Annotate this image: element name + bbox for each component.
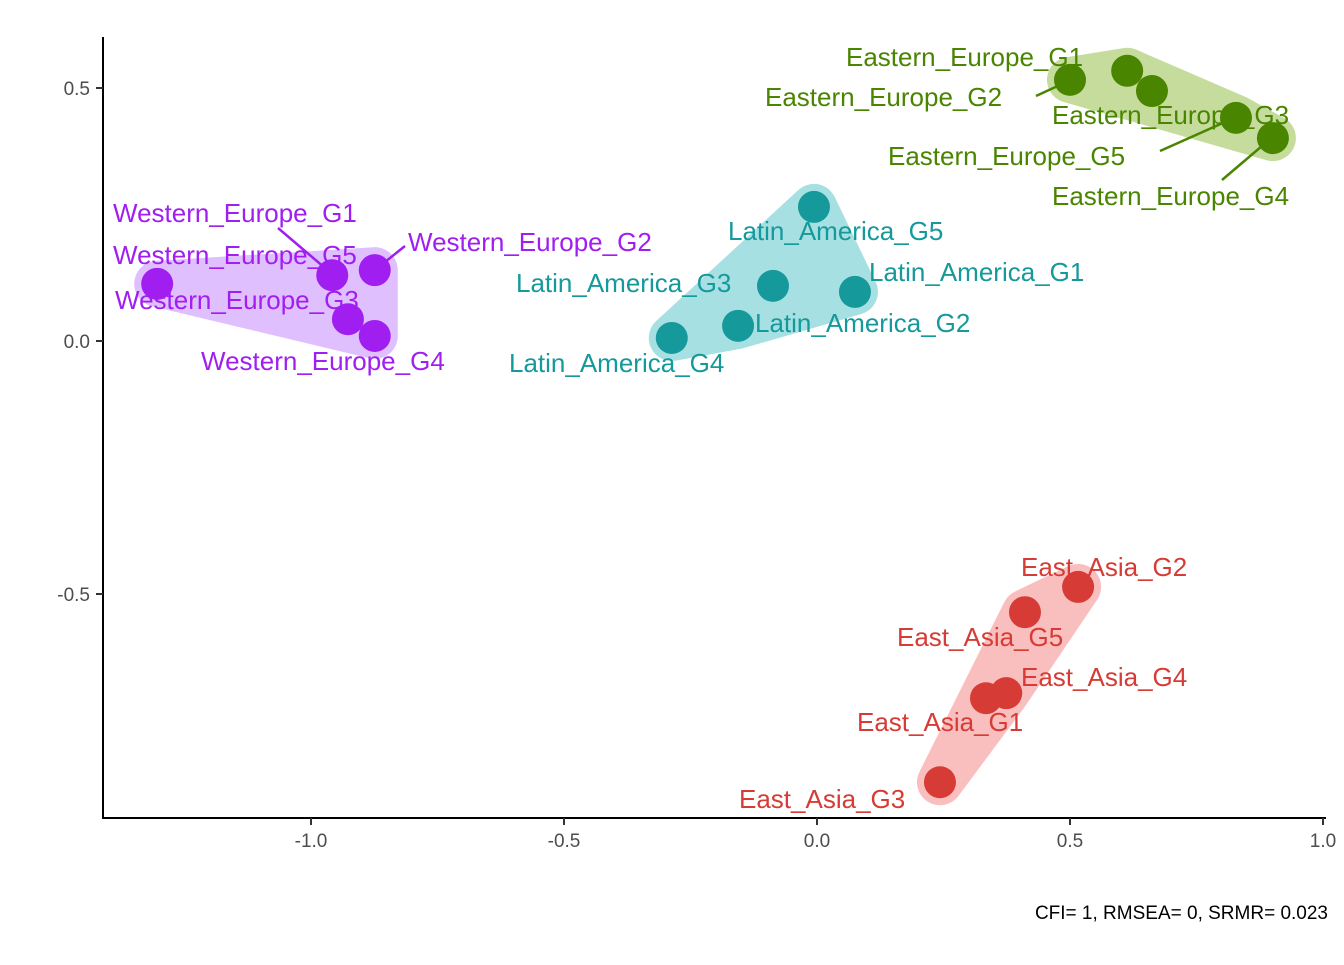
x-tick-label: 0.5 bbox=[1057, 831, 1083, 852]
point-label: Latin_America_G3 bbox=[516, 268, 731, 298]
point-label: Western_Europe_G2 bbox=[408, 227, 652, 257]
point-labels: Western_Europe_G1 Western_Europe_G2 Wester… bbox=[113, 42, 1289, 814]
fit-caption: CFI= 1, RMSEA= 0, SRMR= 0.023 bbox=[1035, 903, 1328, 924]
point-label: East_Asia_G1 bbox=[857, 707, 1023, 737]
point-latin-america-g4 bbox=[655, 321, 688, 354]
leader-line bbox=[1221, 145, 1263, 181]
point-east-asia-g4 bbox=[990, 677, 1023, 710]
point-western-europe-g4 bbox=[358, 319, 391, 352]
point-western-europe-g1 bbox=[316, 259, 349, 292]
point-label: Latin_America_G4 bbox=[509, 348, 724, 378]
point-east-asia-g2 bbox=[1062, 570, 1095, 603]
point-label: East_Asia_G5 bbox=[897, 622, 1063, 652]
point-western-europe-g3 bbox=[331, 303, 364, 336]
y-tick-label: 0.0 bbox=[64, 332, 90, 353]
x-tick-label: 0.0 bbox=[804, 831, 830, 852]
hull-western-europe bbox=[134, 247, 398, 359]
point-label: Eastern_Europe_G5 bbox=[888, 141, 1125, 171]
point-label: East_Asia_G2 bbox=[1021, 552, 1187, 582]
point-eastern-europe-g3 bbox=[1135, 75, 1168, 108]
point-latin-america-g2 bbox=[722, 309, 755, 342]
point-label: Latin_America_G5 bbox=[728, 216, 943, 246]
point-east-asia-g3 bbox=[923, 766, 956, 799]
x-tick-label: -1.0 bbox=[295, 831, 328, 852]
point-label: Western_Europe_G4 bbox=[201, 346, 445, 376]
point-label: Latin_America_G1 bbox=[869, 257, 1084, 287]
point-label: Eastern_Europe_G4 bbox=[1052, 181, 1289, 211]
leader-line bbox=[277, 227, 326, 269]
point-western-europe-g2 bbox=[358, 254, 391, 287]
point-label: Western_Europe_G3 bbox=[115, 285, 359, 315]
x-tick-label: -0.5 bbox=[548, 831, 581, 852]
point-eastern-europe-g1 bbox=[1111, 54, 1144, 87]
point-latin-america-g3 bbox=[756, 269, 789, 302]
x-tick-label: 1.0 bbox=[1310, 831, 1336, 852]
data-points bbox=[141, 54, 1289, 799]
y-tick-label: 0.5 bbox=[64, 79, 90, 100]
point-label: Eastern_Europe_G1 bbox=[846, 42, 1083, 72]
point-western-europe-g5 bbox=[141, 267, 174, 300]
point-eastern-europe-g4 bbox=[1256, 122, 1289, 155]
point-latin-america-g1 bbox=[838, 275, 871, 308]
point-latin-america-g5 bbox=[797, 190, 830, 223]
axes: -1.0 -0.5 0.0 0.5 1.0 0.5 0.0 -0.5 bbox=[57, 37, 1336, 852]
point-label: East_Asia_G3 bbox=[739, 784, 905, 814]
leader-line bbox=[1159, 120, 1226, 153]
leader-line bbox=[384, 245, 406, 263]
point-label: East_Asia_G4 bbox=[1021, 662, 1187, 692]
point-label: Latin_America_G2 bbox=[755, 308, 970, 338]
point-label: Eastern_Europe_G2 bbox=[765, 82, 1002, 112]
point-east-asia-g5 bbox=[1008, 596, 1041, 629]
point-label: Western_Europe_G5 bbox=[113, 240, 357, 270]
y-tick-label: -0.5 bbox=[57, 585, 90, 606]
point-eastern-europe-g2 bbox=[1054, 63, 1086, 96]
point-label: Western_Europe_G1 bbox=[113, 198, 357, 228]
point-label: Eastern_Europe_G3 bbox=[1052, 100, 1289, 130]
point-eastern-europe-g5 bbox=[1219, 101, 1252, 134]
